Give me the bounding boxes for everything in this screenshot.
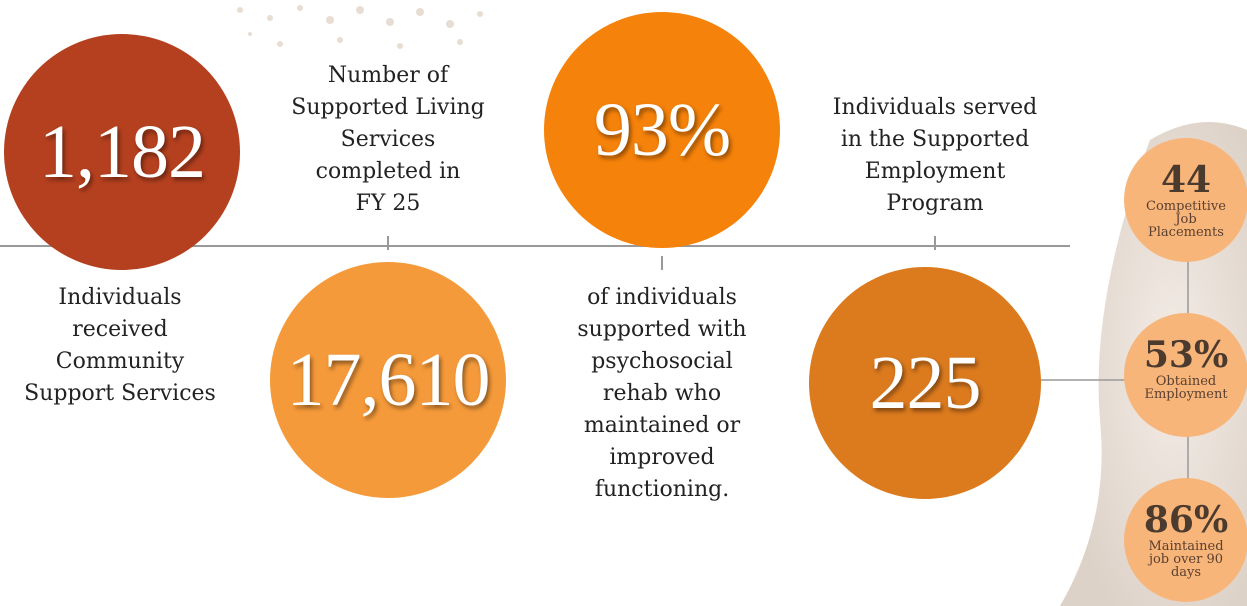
- stat-label: Support Services: [0, 378, 250, 410]
- stat-circle: 1,182: [4, 34, 240, 270]
- stat-value: 225: [870, 340, 981, 427]
- stat-label: Individuals served: [805, 92, 1065, 124]
- stat-label: FY 25: [258, 188, 518, 220]
- stat-label: Individuals: [0, 282, 250, 314]
- stat-label: maintained or: [532, 410, 792, 442]
- stat-label: functioning.: [532, 474, 792, 506]
- stat-label: received: [0, 314, 250, 346]
- sub-value: 53%: [1124, 335, 1247, 375]
- sub-value: 86%: [1124, 500, 1247, 540]
- stat-label: psychosocial: [532, 346, 792, 378]
- stat-circle: 225: [809, 267, 1041, 499]
- stat-label: supported with: [532, 314, 792, 346]
- stat-value: 1,182: [39, 109, 205, 196]
- sub-label: Employment: [1124, 388, 1247, 401]
- stat-label: improved: [532, 442, 792, 474]
- stat-label: of individuals: [532, 282, 792, 314]
- stat-label: Supported Living: [258, 92, 518, 124]
- ticks: [120, 236, 935, 270]
- stat-label: Community: [0, 346, 250, 378]
- stat-value: 17,610: [287, 337, 490, 424]
- stat-label: Number of: [258, 60, 518, 92]
- stat-label: in the Supported: [805, 124, 1065, 156]
- stat-label: rehab who: [532, 378, 792, 410]
- stat-label: Program: [805, 188, 1065, 220]
- stat-circle: 93%: [544, 12, 780, 248]
- stat-circle: 17,610: [270, 262, 506, 498]
- stat-label: Services: [258, 124, 518, 156]
- stat-value: 93%: [594, 87, 730, 174]
- infographic: 1,182IndividualsreceivedCommunitySupport…: [0, 0, 1247, 606]
- sub-label: days: [1124, 566, 1247, 579]
- stat-label: completed in: [258, 156, 518, 188]
- sub-label: Placements: [1124, 226, 1247, 239]
- sub-value: 44: [1124, 160, 1247, 200]
- dots: [237, 5, 483, 49]
- stat-label: Employment: [805, 156, 1065, 188]
